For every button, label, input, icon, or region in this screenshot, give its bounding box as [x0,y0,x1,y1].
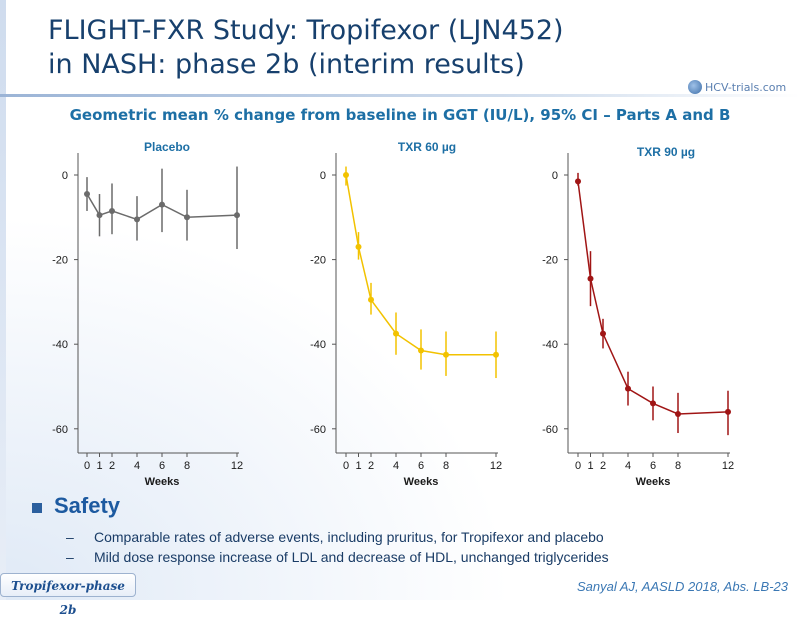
x-tick-label: 12 [231,460,243,472]
data-point [418,347,424,354]
y-tick-label: -60 [310,424,326,436]
y-tick-label: -40 [52,339,68,351]
chart-subtitle: Geometric mean % change from baseline in… [69,106,731,124]
slide-title: FLIGHT-FXR Study: Tropifexor (LJN452) in… [48,14,748,82]
data-point [184,214,190,221]
safety-item: – Comparable rates of adverse events, in… [66,527,786,547]
series-line [577,181,729,415]
y-tick-label: 0 [552,170,558,182]
x-axis-label: Weeks [404,476,439,488]
safety-list: – Comparable rates of adverse events, in… [66,527,786,567]
y-tick-label: -20 [542,255,558,267]
x-tick-label: 4 [393,460,399,472]
x-tick-label: 2 [109,460,115,472]
x-tick-label: 1 [587,460,593,472]
y-tick-label: -20 [52,255,68,267]
panel-title: TXR 90 µg [637,145,695,159]
left-accent-bar [0,0,6,600]
safety-bullet-icon [32,503,42,513]
dash-icon: – [66,549,74,565]
y-tick-label: 0 [62,170,68,182]
background [0,0,800,600]
safety-item-text: Mild dose response increase of LDL and d… [94,549,609,565]
panel-title: Placebo [144,140,190,154]
footer-tag: Tropifexor-phase 2b [0,573,136,617]
title-line-1: FLIGHT-FXR Study: Tropifexor (LJN452) [48,15,564,46]
x-axis-label: Weeks [636,476,671,488]
data-point [493,351,499,358]
y-tick-label: -40 [310,339,326,351]
hcv-trials-logo: HCV-trials.com [688,79,796,95]
y-tick-label: -40 [542,339,558,351]
data-point [234,212,240,219]
y-tick-label: -60 [542,424,558,436]
x-tick-label: 6 [418,460,424,472]
data-point [84,191,90,198]
data-point [575,178,581,185]
data-point [725,408,731,415]
logo-text: HCV-trials.com [705,80,787,94]
safety-item-text: Comparable rates of adverse events, incl… [94,529,604,545]
x-axis-label: Weeks [145,476,180,488]
y-tick-label: -60 [52,424,68,436]
data-point [343,172,349,178]
x-tick-label: 2 [600,460,606,472]
data-point [109,207,115,214]
data-point [355,243,362,250]
x-tick-label: 8 [443,460,449,472]
data-point [393,330,399,337]
logo-globe-icon [688,80,702,94]
data-point [650,400,656,407]
data-point [600,330,606,337]
x-tick-label: 12 [722,460,734,472]
x-tick-label: 12 [490,460,502,472]
safety-item: – Mild dose response increase of LDL and… [66,547,786,567]
data-point [96,212,103,219]
y-tick-label: -20 [310,255,326,267]
data-point [443,351,449,358]
safety-heading: Safety [54,493,121,518]
data-point [587,275,594,282]
x-tick-label: 4 [134,460,140,472]
data-point [159,201,165,208]
title-line-2: in NASH: phase 2b (interim results) [48,49,525,80]
data-point [675,410,681,417]
panel-title: TXR 60 µg [398,140,456,154]
series-line [345,174,496,356]
dash-icon: – [66,529,74,545]
citation: Sanyal AJ, AASLD 2018, Abs. LB-23 [576,579,788,594]
x-tick-label: 0 [575,460,581,472]
x-tick-label: 4 [625,460,631,472]
x-tick-label: 1 [355,460,361,472]
x-tick-label: 6 [159,460,165,472]
y-tick-label: 0 [320,170,326,182]
data-point [625,385,631,392]
x-tick-label: 1 [96,460,102,472]
x-tick-label: 2 [368,460,374,472]
data-point [134,216,140,223]
x-tick-label: 0 [343,460,349,472]
title-divider [0,94,800,97]
x-tick-label: 0 [84,460,90,472]
x-tick-label: 6 [650,460,656,472]
x-tick-label: 8 [675,460,681,472]
x-tick-label: 8 [184,460,190,472]
data-point [368,296,374,303]
